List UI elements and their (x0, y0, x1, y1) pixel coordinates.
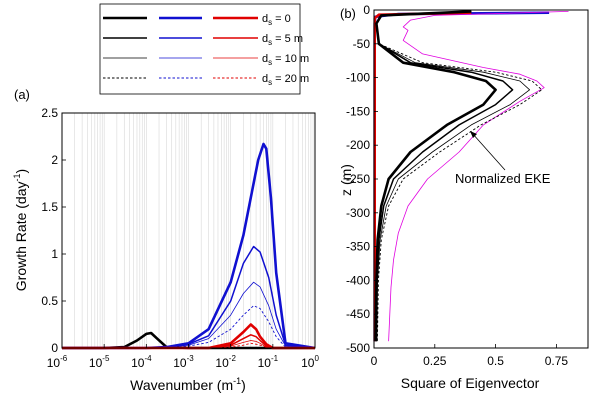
panel-b-label: (b) (340, 6, 356, 21)
y-tick-label: 2 (51, 153, 58, 167)
x-tick-label: 0.25 (423, 354, 447, 368)
panel-b: (b) 0 -50 -100 -150 -200 -250 -300 -350 -400 -450… (338, 3, 589, 391)
y-tick-label: -200 (346, 138, 370, 152)
x-tick-label: 10-2 (215, 354, 236, 370)
y-tick-label: 0 (363, 3, 370, 17)
panel-b-series (373, 10, 569, 342)
series-line-red-thick (62, 323, 315, 350)
x-tick-label: 0.75 (545, 354, 569, 368)
legend-label: ds = 10 m (262, 53, 309, 67)
profile-line-magenta-thin (388, 11, 569, 342)
x-tick-label: 10-4 (131, 354, 152, 370)
panel-b-y-ticks: 0 -50 -100 -150 -200 -250 -300 -350 -400 -450 -500 (346, 3, 378, 355)
legend-label: ds = 20 m (262, 73, 309, 87)
panel-a-label: (a) (14, 87, 30, 102)
panel-a-grid (74, 113, 314, 348)
y-tick-label: -300 (346, 206, 370, 220)
panel-a-xlabel: Wavenumber (m-1) (130, 376, 246, 393)
y-tick-label: -400 (346, 273, 370, 287)
y-tick-label: -450 (346, 307, 370, 321)
profile-line-black-dotted (375, 10, 543, 342)
x-tick-label: 10-1 (258, 354, 279, 370)
y-tick-label: 1.5 (41, 200, 58, 214)
y-tick-label: 0.5 (41, 294, 58, 308)
y-tick-label: 2.5 (41, 106, 58, 120)
x-tick-label: 10-6 (47, 354, 68, 370)
x-tick-label: 10-3 (173, 354, 194, 370)
series-line-red-medium (62, 334, 315, 349)
panel-b-annotation: Normalized EKE (455, 171, 551, 186)
x-tick-label: 0 (371, 354, 378, 368)
legend: ds = 0 ds = 5 m ds = 10 m ds = 20 m (99, 3, 309, 95)
x-tick-label: 0.5 (487, 354, 504, 368)
y-tick-label: -350 (346, 240, 370, 254)
y-tick-label: -50 (353, 37, 371, 51)
y-tick-label: -250 (346, 172, 370, 186)
panel-b-x-ticks: 0 0.25 0.5 0.75 (371, 344, 569, 368)
y-tick-label: 0 (51, 341, 58, 355)
annotation-arrowhead (470, 131, 477, 138)
x-tick-label: 100 (301, 354, 319, 370)
panel-a-x-ticks: 10-6 10-5 10-4 10-3 10-2 10-1 100 (47, 344, 319, 370)
panel-b-ylabel: z (m) (338, 164, 354, 196)
panel-a-y-ticks: 0 0.5 1 1.5 2 2.5 (41, 106, 66, 355)
y-tick-label: 1 (51, 247, 58, 261)
y-tick-label: -150 (346, 104, 370, 118)
legend-label: ds = 5 m (262, 33, 303, 47)
legend-label: ds = 0 (262, 13, 291, 27)
x-tick-label: 10-5 (89, 354, 110, 370)
y-tick-label: -100 (346, 71, 370, 85)
panel-b-xlabel: Square of Eigenvector (401, 375, 540, 391)
y-tick-label: -500 (346, 341, 370, 355)
annotation-arrow (471, 132, 506, 171)
panel-a: (a) 00.511.522.5 10-6 10-5 10-4 10-3 10-2 10-… (12, 87, 319, 393)
panel-a-ylabel: Growth Rate (day-1) (12, 169, 29, 291)
